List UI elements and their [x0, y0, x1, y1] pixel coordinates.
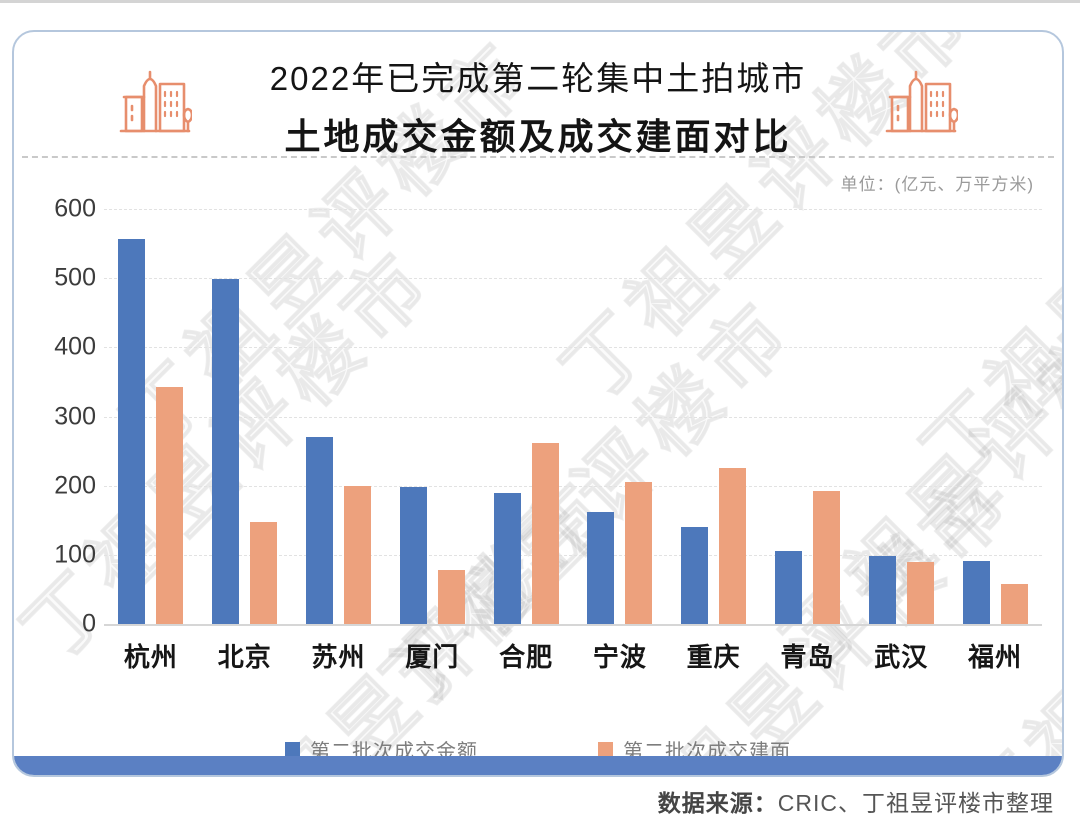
bar-amount-武汉: [868, 555, 896, 624]
y-tick-label: 500: [54, 263, 96, 292]
x-axis-label-合肥: 合肥: [499, 642, 554, 672]
bar-chart: 0 100 200 300 400 500 600 杭州 北京 苏州 厦门 合肥 宁波 重庆 青岛 武汉 福州: [44, 195, 1044, 672]
y-tick-label: 200: [54, 471, 96, 500]
bar-group-杭州: [104, 209, 198, 624]
x-axis-label-重庆: 重庆: [686, 642, 741, 672]
card-bottom-bar: [14, 756, 1062, 775]
x-axis-label-武汉: 武汉: [874, 642, 929, 672]
x-axis-label-福州: 福州: [968, 642, 1023, 672]
buildings-icon: [884, 70, 960, 136]
gridline: [104, 485, 1042, 487]
bar-amount-福州: [962, 561, 990, 624]
x-axis-label-北京: 北京: [217, 642, 272, 672]
title-block: 2022年已完成第二轮集中土拍城市 土地成交金额及成交建面对比: [14, 46, 1062, 160]
x-axis-label-厦门: 厦门: [405, 642, 460, 672]
chart-title-line2: 土地成交金额及成交建面对比: [284, 116, 792, 157]
bar-area-北京: [250, 521, 278, 624]
bar-area-杭州: [156, 386, 184, 624]
bar-amount-苏州: [305, 437, 333, 624]
bar-group-重庆: [667, 209, 761, 624]
bar-area-厦门: [437, 570, 465, 624]
bar-group-苏州: [292, 209, 386, 624]
bar-area-武汉: [906, 562, 934, 624]
y-tick-label: 100: [54, 540, 96, 569]
bar-area-重庆: [719, 468, 747, 624]
bar-group-合肥: [479, 209, 573, 624]
bar-amount-合肥: [493, 492, 521, 624]
bar-area-合肥: [531, 442, 559, 624]
bar-amount-青岛: [774, 550, 802, 624]
bar-group-宁波: [573, 209, 667, 624]
gridline: [104, 347, 1042, 349]
bar-group-福州: [948, 209, 1042, 624]
y-tick-label: 300: [54, 402, 96, 430]
bar-amount-厦门: [399, 487, 427, 624]
gridline: [104, 278, 1042, 280]
bar-area-苏州: [343, 485, 371, 624]
plot-area: [104, 209, 1042, 626]
chart-card: 丁祖昱评楼市 丁祖昱评楼市 丁祖昱评楼市 丁祖昱评楼市 丁祖昱评楼市 丁祖昱评楼市 丁祖昱评…: [12, 30, 1064, 777]
bar-amount-杭州: [118, 238, 146, 624]
bar-amount-宁波: [587, 511, 615, 624]
x-axis-label-苏州: 苏州: [311, 642, 366, 672]
y-axis: 0 100 200 300 400 500 600: [44, 195, 96, 638]
chart-title-line1: 2022年已完成第二轮集中土拍城市: [269, 60, 807, 97]
x-axis-label-宁波: 宁波: [592, 642, 647, 672]
header: 2022年已完成第二轮集中土拍城市 土地成交金额及成交建面对比: [14, 46, 1062, 157]
top-edge-line: [0, 0, 1080, 3]
y-tick-label: 600: [54, 194, 96, 223]
bar-area-青岛: [812, 490, 840, 624]
gridline: [104, 416, 1042, 418]
x-axis: 杭州 北京 苏州 厦门 合肥 宁波 重庆 青岛 武汉 福州: [104, 637, 1042, 674]
bar-group-北京: [198, 209, 292, 624]
bar-group-厦门: [385, 209, 479, 624]
header-divider: [22, 156, 1054, 158]
data-source-text: CRIC、丁祖昱评楼市整理: [777, 790, 1054, 816]
bar-area-宁波: [625, 482, 653, 624]
data-source-label: 数据来源：: [657, 790, 778, 816]
bar-group-武汉: [854, 209, 948, 624]
bar-amount-北京: [212, 278, 240, 624]
x-axis-label-青岛: 青岛: [780, 642, 835, 672]
y-tick-label: 0: [82, 609, 96, 638]
y-tick-label: 400: [54, 332, 96, 361]
gridline: [104, 554, 1042, 556]
buildings-icon: [118, 70, 194, 136]
unit-note: 单位：(亿元、万平方米): [840, 175, 1034, 194]
bar-amount-重庆: [681, 527, 709, 624]
data-source: 数据来源：CRIC、丁祖昱评楼市整理: [658, 784, 1054, 818]
gridline: [104, 209, 1042, 210]
bar-area-福州: [1000, 583, 1028, 624]
bar-group-青岛: [761, 209, 855, 624]
legend-swatch: [598, 742, 613, 757]
legend-swatch: [285, 742, 300, 757]
x-axis-label-杭州: 杭州: [123, 642, 178, 672]
